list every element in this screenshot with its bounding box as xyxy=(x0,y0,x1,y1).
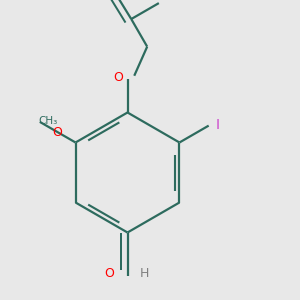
Text: CH₃: CH₃ xyxy=(38,116,57,126)
Text: H: H xyxy=(140,267,149,280)
Text: O: O xyxy=(104,267,114,280)
Text: I: I xyxy=(216,118,220,132)
Text: O: O xyxy=(52,126,62,139)
Text: O: O xyxy=(113,71,123,84)
